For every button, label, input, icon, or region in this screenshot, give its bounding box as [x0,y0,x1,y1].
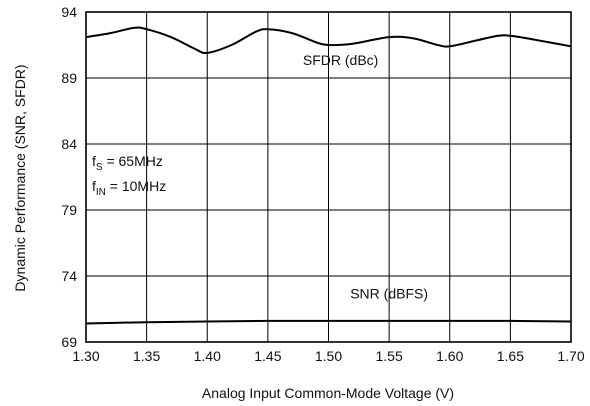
snr-dbfs-label: SNR (dBFS) [350,285,428,301]
y-tick-label: 94 [61,4,77,20]
fin-condition-label: fIN = 10MHz [92,178,166,198]
x-tick-label: 1.35 [133,348,160,364]
x-tick-label: 1.40 [194,348,221,364]
y-tick-label: 69 [61,334,77,350]
x-axis-title: Analog Input Common-Mode Voltage (V) [202,385,454,401]
x-tick-label: 1.60 [436,348,463,364]
y-tick-label: 89 [61,70,77,86]
x-tick-label: 1.45 [254,348,281,364]
series-layer [85,26,572,325]
grid [85,11,572,343]
plot-frame [85,11,572,343]
x-tick-label: 1.50 [315,348,342,364]
x-tick-labels: 1.30 1.35 1.40 1.45 1.50 1.55 1.60 1.65 1.70 [72,348,584,364]
x-tick-label: 1.30 [72,348,99,364]
y-tick-labels: 69 74 79 84 89 94 [61,4,77,350]
fs-condition-label: fS = 65MHz [92,153,163,173]
sfdr-dbc-line [85,26,572,55]
x-tick-label: 1.70 [557,348,584,364]
y-tick-label: 74 [61,268,77,284]
y-tick-label: 84 [61,136,77,152]
x-tick-label: 1.65 [497,348,524,364]
sfdr-dbc-label: SFDR (dBc) [303,52,378,68]
y-axis-title: Dynamic Performance (SNR, SFDR) [12,64,28,291]
y-tick-label: 79 [61,202,77,218]
series-labels: SFDR (dBc) SNR (dBFS) [303,52,428,302]
snr-dbfs-line [85,319,572,325]
x-tick-label: 1.55 [376,348,403,364]
